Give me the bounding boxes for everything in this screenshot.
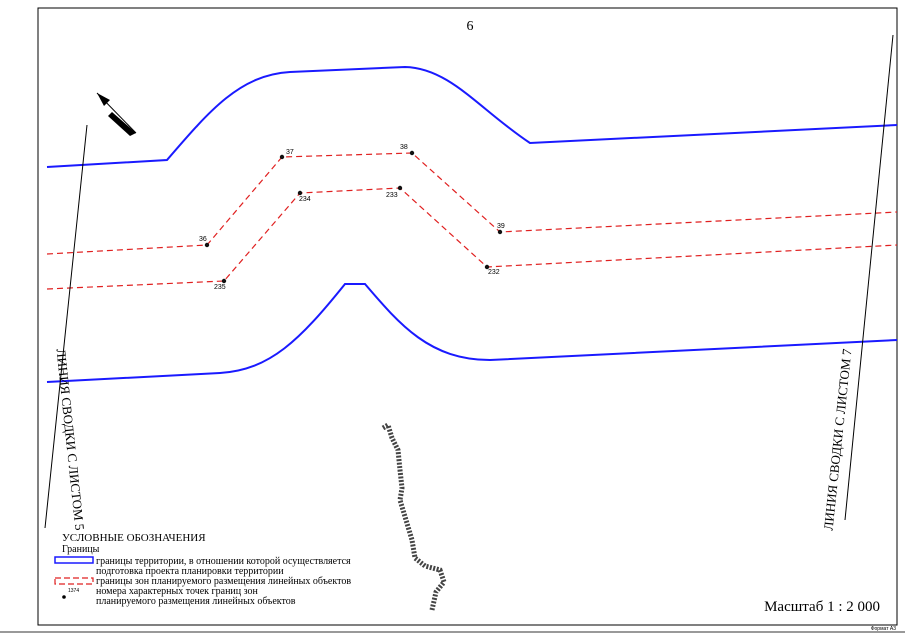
legend-text: границы территории, в отношении которой …: [96, 556, 351, 567]
territory-boundary: [46, 65, 898, 168]
territory-boundary: [46, 283, 898, 383]
point-label: 233: [386, 192, 398, 199]
points: 36 37 38 39 232 233 234 235: [199, 144, 505, 291]
point: [484, 264, 490, 270]
point-label: 235: [214, 284, 226, 291]
legend-text: планируемого размещения линейных объекто…: [96, 596, 296, 607]
legend-text: номера характерных точек границ зон: [96, 586, 259, 597]
legend-text: границы зон планируемого размещения лине…: [96, 576, 351, 587]
scale: Масштаб 1 : 2 000: [764, 599, 880, 615]
legend-subtitle: Границы: [62, 544, 100, 555]
point-label: 36: [199, 236, 207, 243]
overview-route: [381, 421, 447, 611]
legend-swatch: [54, 577, 94, 585]
junction-line: [844, 34, 894, 521]
legend-sample: 1374: [68, 588, 79, 594]
junction-line: [44, 124, 88, 529]
point-label: 234: [299, 196, 311, 203]
legend-point: [62, 595, 66, 599]
point: [397, 185, 403, 191]
point: [279, 154, 285, 160]
legend-text: подготовка проекта планировки территории: [96, 566, 284, 577]
point: [221, 278, 227, 284]
frame: [37, 7, 898, 626]
zone-boundary: [46, 152, 898, 255]
point-label: 39: [497, 223, 505, 230]
north-arrow: [96, 92, 137, 136]
format-label: Формат А3: [871, 626, 896, 632]
zone-boundary: [46, 187, 898, 290]
legend: УСЛОВНЫЕ ОБОЗНАЧЕНИЯ Границы 1374 границ…: [54, 532, 351, 607]
point: [497, 229, 503, 235]
point-label: 37: [286, 149, 294, 156]
point-label: 232: [488, 269, 500, 276]
point: [297, 190, 303, 196]
point-label: 38: [400, 144, 408, 151]
point: [204, 242, 210, 248]
legend-swatch: [54, 556, 94, 564]
legend-title: УСЛОВНЫЕ ОБОЗНАЧЕНИЯ: [62, 532, 206, 544]
sheet-number: 6: [467, 19, 474, 34]
point: [409, 150, 415, 156]
